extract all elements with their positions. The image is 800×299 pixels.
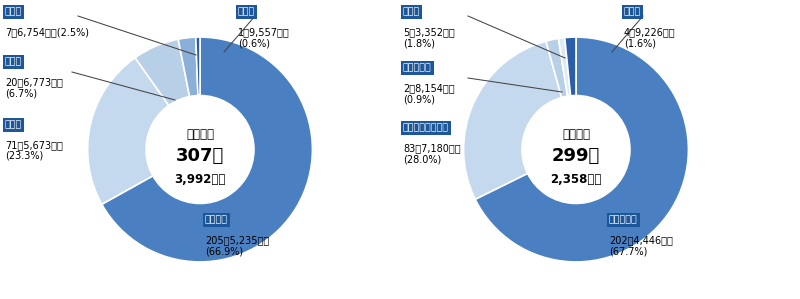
Text: (1.8%): (1.8%) (403, 38, 435, 48)
Text: (1.6%): (1.6%) (624, 38, 656, 48)
Text: 202億4,446万円: 202億4,446万円 (609, 235, 673, 245)
Text: 2,358万円: 2,358万円 (550, 173, 602, 186)
Wedge shape (463, 41, 562, 199)
Text: 2億8,154万円: 2億8,154万円 (403, 83, 454, 93)
Text: 総務費: 総務費 (403, 7, 420, 16)
Wedge shape (475, 37, 689, 262)
Text: (6.7%): (6.7%) (5, 88, 37, 98)
Wedge shape (87, 58, 169, 204)
Wedge shape (558, 38, 570, 96)
Text: その他: その他 (238, 7, 255, 16)
Text: 保健事業費: 保健事業費 (403, 63, 432, 72)
Text: 繰越金: 繰越金 (5, 7, 22, 16)
Text: 保険給付費: 保険給付費 (609, 216, 638, 225)
Text: 7億6,754万円(2.5%): 7億6,754万円(2.5%) (5, 27, 89, 37)
Text: 1億9,557万円: 1億9,557万円 (238, 27, 290, 37)
Wedge shape (135, 39, 190, 106)
Text: 歳入総額: 歳入総額 (186, 128, 214, 141)
Text: (28.0%): (28.0%) (403, 154, 442, 164)
Text: (67.7%): (67.7%) (609, 246, 647, 256)
Text: 歳出総額: 歳出総額 (562, 128, 590, 141)
Text: 県支出金: 県支出金 (205, 216, 228, 225)
Text: (66.9%): (66.9%) (205, 246, 243, 256)
Text: 205億5,235万円: 205億5,235万円 (205, 235, 270, 245)
Text: 国保税: 国保税 (5, 120, 22, 129)
Wedge shape (178, 37, 198, 97)
Text: 71億5,673万円: 71億5,673万円 (5, 140, 63, 150)
Text: 5億3,352万円: 5億3,352万円 (403, 27, 454, 37)
Text: 国保事業費納付金: 国保事業費納付金 (403, 123, 449, 132)
Text: その他: その他 (624, 7, 642, 16)
Text: 20億6,773万円: 20億6,773万円 (5, 77, 63, 87)
Wedge shape (102, 37, 313, 262)
Text: 繰入金: 繰入金 (5, 57, 22, 66)
Text: 4億9,226万円: 4億9,226万円 (624, 27, 676, 37)
Text: 307億: 307億 (176, 147, 224, 165)
Text: 83億7,180万円: 83億7,180万円 (403, 143, 461, 153)
Wedge shape (546, 39, 567, 97)
Text: 3,992万円: 3,992万円 (174, 173, 226, 186)
Text: 299億: 299億 (552, 147, 600, 165)
Text: (0.6%): (0.6%) (238, 38, 270, 48)
Wedge shape (565, 37, 576, 96)
Wedge shape (196, 37, 200, 96)
Text: (0.9%): (0.9%) (403, 94, 435, 104)
Text: (23.3%): (23.3%) (5, 151, 43, 161)
